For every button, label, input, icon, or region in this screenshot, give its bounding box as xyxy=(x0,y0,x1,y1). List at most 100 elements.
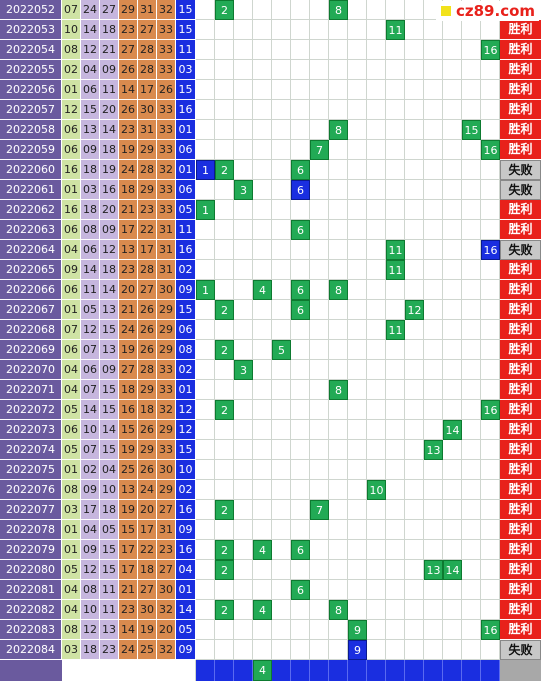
trend-cell xyxy=(424,120,443,140)
trend-cell xyxy=(443,160,462,180)
trend-mark-blue: 16 xyxy=(481,240,500,260)
trend-cell xyxy=(348,200,367,220)
trend-cell xyxy=(481,500,500,520)
trend-cell xyxy=(234,140,253,160)
period-cell: 2022084 xyxy=(0,640,62,660)
trend-cell xyxy=(348,180,367,200)
trend-cell xyxy=(291,640,310,660)
trend-cell xyxy=(272,580,291,600)
blue-ball-cell: 12 xyxy=(176,420,196,440)
red-ball-cell: 12 xyxy=(81,560,100,580)
red-ball-cell: 18 xyxy=(119,180,138,200)
red-ball-cell: 18 xyxy=(81,200,100,220)
red-ball-cell: 19 xyxy=(119,140,138,160)
red-ball-cell: 12 xyxy=(81,620,100,640)
red-ball-cell: 31 xyxy=(138,0,157,20)
trend-mark: 8 xyxy=(329,600,348,620)
red-ball-cell: 33 xyxy=(157,60,176,80)
trend-cell xyxy=(196,440,215,460)
trend-cell xyxy=(272,180,291,200)
trend-cell xyxy=(481,80,500,100)
blue-ball-cell: 16 xyxy=(176,500,196,520)
red-ball-cell: 25 xyxy=(119,460,138,480)
trend-cell xyxy=(253,120,272,140)
trend-cell xyxy=(234,600,253,620)
trend-cell xyxy=(253,400,272,420)
trend-cell xyxy=(348,600,367,620)
trend-cell xyxy=(215,60,234,80)
trend-mark-blue: 6 xyxy=(291,180,310,200)
red-ball-cell: 27 xyxy=(119,40,138,60)
trend-cell xyxy=(386,500,405,520)
trend-cell xyxy=(272,560,291,580)
trend-cell xyxy=(272,520,291,540)
trend-cell xyxy=(272,400,291,420)
result-win-badge: 胜利 xyxy=(500,440,541,460)
trend-cell xyxy=(386,0,405,20)
trend-mark: 8 xyxy=(329,380,348,400)
trend-cell xyxy=(291,140,310,160)
blue-ball-cell: 11 xyxy=(176,40,196,60)
trend-cell xyxy=(196,120,215,140)
red-ball-cell: 33 xyxy=(157,40,176,60)
trend-cell xyxy=(272,240,291,260)
trend-cell xyxy=(348,400,367,420)
trend-cell xyxy=(386,120,405,140)
result-win-badge: 胜利 xyxy=(500,320,541,340)
red-ball-cell: 18 xyxy=(138,560,157,580)
trend-cell xyxy=(253,140,272,160)
trend-cell xyxy=(481,100,500,120)
red-ball-cell: 28 xyxy=(138,60,157,80)
trend-cell xyxy=(462,360,481,380)
trend-cell xyxy=(348,440,367,460)
red-ball-cell: 06 xyxy=(62,120,81,140)
trend-mark: 4 xyxy=(253,600,272,620)
trend-mark: 3 xyxy=(234,180,253,200)
trend-cell xyxy=(329,560,348,580)
result-win-badge: 胜利 xyxy=(500,40,541,60)
red-ball-cell: 04 xyxy=(81,520,100,540)
trend-cell xyxy=(386,40,405,60)
red-ball-cell: 19 xyxy=(138,620,157,640)
red-ball-cell: 09 xyxy=(62,260,81,280)
trend-cell xyxy=(196,60,215,80)
blue-ball-cell: 02 xyxy=(176,360,196,380)
trend-cell xyxy=(253,320,272,340)
trend-cell xyxy=(424,620,443,640)
trend-cell xyxy=(481,440,500,460)
trend-mark: 6 xyxy=(291,580,310,600)
trend-cell xyxy=(291,100,310,120)
trend-cell xyxy=(424,520,443,540)
trend-cell xyxy=(291,240,310,260)
trend-cell xyxy=(196,400,215,420)
trend-cell xyxy=(291,200,310,220)
trend-cell xyxy=(253,500,272,520)
trend-cell xyxy=(196,240,215,260)
trend-cell xyxy=(405,220,424,240)
trend-cell xyxy=(386,200,405,220)
red-ball-cell: 23 xyxy=(138,200,157,220)
trend-cell xyxy=(424,160,443,180)
period-cell: 2022056 xyxy=(0,80,62,100)
trend-mark: 2 xyxy=(215,340,234,360)
trend-cell xyxy=(291,500,310,520)
result-win-badge: 胜利 xyxy=(500,100,541,120)
red-ball-cell: 23 xyxy=(100,640,119,660)
site-logo[interactable]: cz89.com xyxy=(436,1,539,21)
trend-cell xyxy=(405,580,424,600)
trend-cell xyxy=(253,560,272,580)
blue-ball-cell: 02 xyxy=(176,480,196,500)
trend-cell xyxy=(367,520,386,540)
trend-cell xyxy=(253,620,272,640)
red-ball-cell: 17 xyxy=(138,240,157,260)
result-win-badge: 胜利 xyxy=(500,400,541,420)
trend-mark: 2 xyxy=(215,0,234,20)
red-ball-cell: 15 xyxy=(81,100,100,120)
red-ball-cell: 17 xyxy=(138,520,157,540)
trend-cell xyxy=(443,380,462,400)
trend-cell xyxy=(367,320,386,340)
result-win-badge: 胜利 xyxy=(500,200,541,220)
period-cell: 2022063 xyxy=(0,220,62,240)
trend-cell xyxy=(310,180,329,200)
trend-cell xyxy=(234,500,253,520)
